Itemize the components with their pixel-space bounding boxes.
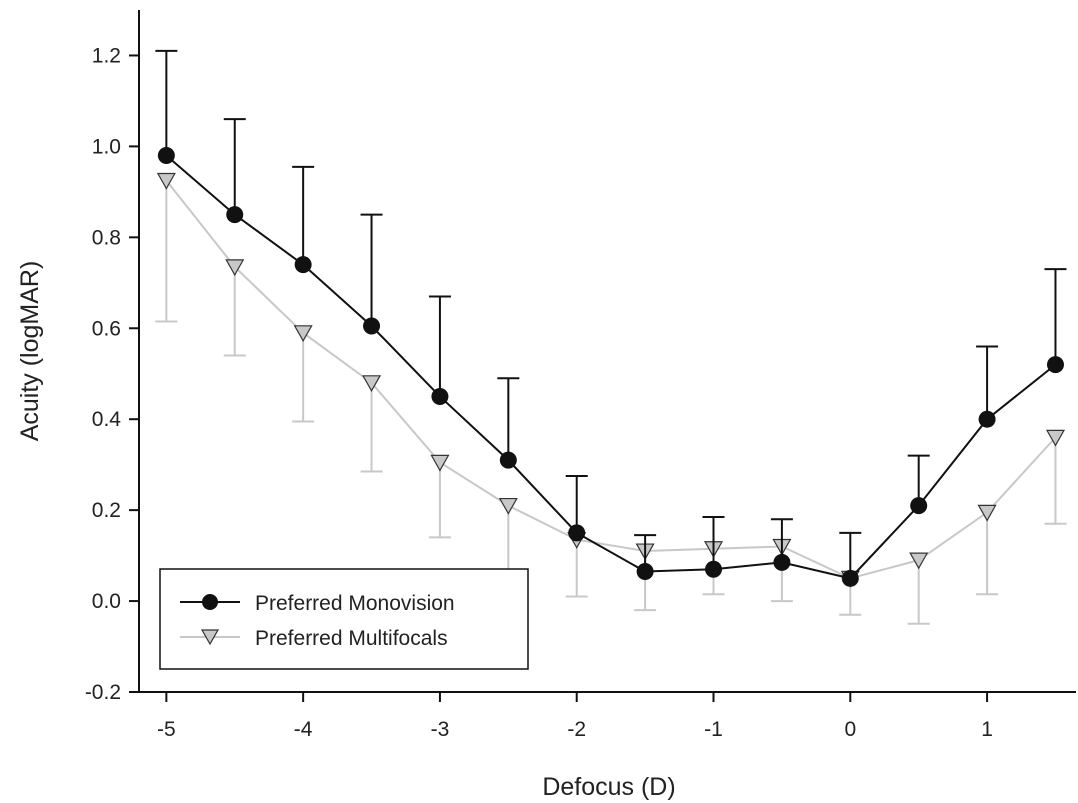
- data-point: [909, 552, 929, 570]
- y-tick-label: 0.6: [92, 317, 121, 340]
- y-tick-label: 0.4: [92, 408, 122, 431]
- data-point: [225, 259, 245, 277]
- x-tick-label: -5: [157, 718, 176, 741]
- data-point: [910, 497, 928, 515]
- data-point: [498, 497, 518, 515]
- data-point: [1046, 356, 1064, 374]
- data-point: [430, 454, 450, 472]
- series-line: [165, 154, 1057, 580]
- y-tick-label: 0.8: [92, 226, 121, 249]
- x-ticks: -5 -4 -3 -2 -1 0 1: [157, 692, 993, 741]
- data-point: [363, 317, 381, 335]
- legend-marker-monovision: [202, 594, 218, 610]
- data-point: [568, 524, 586, 542]
- data-point: [636, 563, 654, 581]
- y-axis-title: Acuity (logMAR): [16, 261, 44, 442]
- x-tick-label: 1: [981, 718, 993, 741]
- data-point: [499, 451, 517, 469]
- data-point: [226, 206, 244, 224]
- legend-label-multifocals: Preferred Multifocals: [255, 627, 448, 650]
- y-tick-label: 1.2: [92, 44, 121, 67]
- legend-box: [159, 568, 529, 670]
- series-layer: [155, 49, 1067, 625]
- x-axis-title: Defocus (D): [542, 773, 675, 801]
- x-tick-label: 0: [844, 718, 856, 741]
- y-tick-label: 1.0: [92, 135, 121, 158]
- axes: [138, 10, 1076, 693]
- x-tick-label: -2: [567, 718, 586, 741]
- data-point: [157, 146, 175, 164]
- series-monovision: [155, 49, 1067, 587]
- legend-marker-multifocals: [200, 629, 220, 646]
- data-point: [431, 387, 449, 405]
- data-point: [294, 256, 312, 274]
- data-point: [978, 410, 996, 428]
- legend: Preferred Monovision Preferred Multifoca…: [159, 568, 529, 670]
- data-point: [293, 325, 313, 343]
- y-ticks: -0.2 0.0 0.2 0.4 0.6 0.8 1.0 1.2: [85, 44, 139, 704]
- y-tick-label: 0.2: [92, 499, 121, 522]
- data-point: [156, 172, 176, 190]
- data-point: [977, 504, 997, 522]
- x-tick-label: -4: [294, 718, 313, 741]
- data-point: [841, 569, 859, 587]
- x-tick-label: -1: [704, 718, 723, 741]
- y-tick-label: 0.0: [92, 590, 121, 613]
- x-tick-label: -3: [431, 718, 450, 741]
- series-multifocals: [155, 172, 1067, 625]
- data-point: [1045, 429, 1066, 447]
- data-point: [773, 553, 791, 571]
- data-point: [362, 375, 382, 393]
- y-tick-label: -0.2: [85, 681, 121, 704]
- series-line: [165, 179, 1057, 580]
- data-point: [705, 560, 723, 578]
- legend-label-monovision: Preferred Monovision: [255, 592, 455, 615]
